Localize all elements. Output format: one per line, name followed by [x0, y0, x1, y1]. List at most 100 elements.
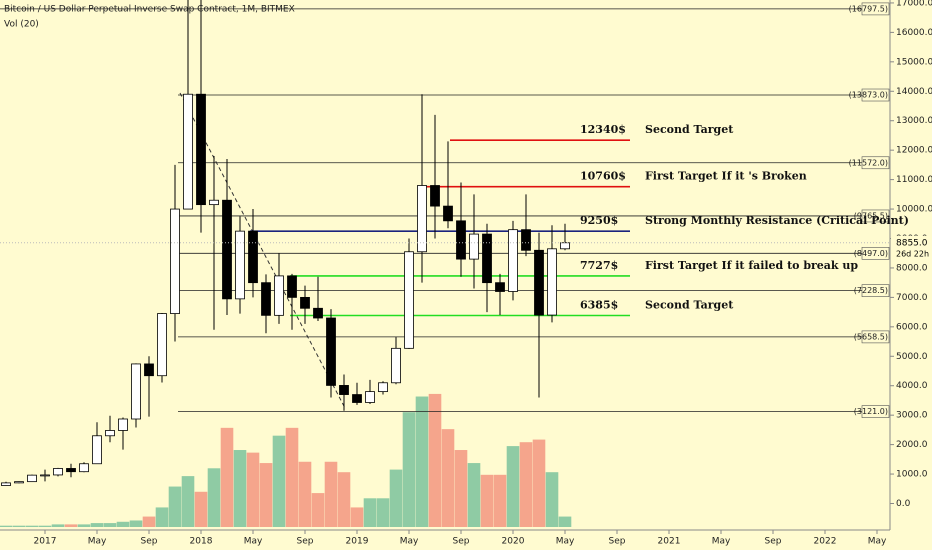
x-tick-label: 2017 [34, 537, 57, 547]
x-tick-label: Sep [141, 537, 158, 547]
chart-title: Bitcoin / US Dollar Perpetual Inverse Sw… [4, 5, 295, 15]
volume-bar [285, 427, 299, 527]
candle-body [144, 363, 154, 377]
volume-bar [545, 472, 559, 527]
target-text: Second Target [645, 298, 734, 311]
candle-body [313, 307, 323, 319]
y-tick-label: 13000.0 [896, 116, 932, 126]
y-tick-label: 12000.0 [896, 146, 932, 156]
target-price: 6385$ [580, 298, 618, 311]
y-tick-label: 8000.0 [896, 263, 928, 273]
level-label-box [861, 405, 890, 418]
y-tick-label: 17000.0 [896, 0, 932, 8]
volume-bar [506, 446, 520, 527]
candle-body [326, 317, 336, 386]
volume-bar [207, 468, 221, 527]
candle-body [508, 229, 518, 292]
level-label: (13873.0) [849, 91, 888, 100]
volume-bar [441, 429, 455, 527]
level-label: (8497.0) [854, 249, 888, 258]
volume-bar [51, 524, 65, 527]
target-price: 7727$ [580, 259, 618, 272]
target-text: Strong Monthly Resistance (Critical Poin… [645, 214, 909, 227]
x-tick-label: Sep [609, 537, 626, 547]
level-layer: (16797.5) (13873.0) (11572.0) (9765.5) (8497… [0, 2, 909, 418]
y-tick-label: 14000.0 [896, 87, 932, 97]
target-price: 12340$ [580, 123, 626, 136]
y-tick-label: 1000.0 [896, 470, 928, 480]
candle-body [222, 199, 232, 300]
countdown-label: 26d 22h [896, 249, 929, 258]
level-label-box [861, 247, 890, 260]
volume-bar [194, 491, 208, 527]
candle-body [235, 230, 245, 300]
volume-bar [324, 461, 338, 527]
candle-body [1, 482, 11, 486]
candle-body [79, 463, 89, 473]
candle-body [105, 430, 115, 437]
level-label: (11572.0) [849, 158, 888, 167]
candle-body [521, 229, 531, 251]
y-tick-label: 16000.0 [896, 28, 932, 38]
volume-bar [233, 450, 247, 527]
level-label-box [861, 284, 890, 297]
volume-bar [0, 525, 13, 527]
volume-bar [181, 476, 195, 527]
volume-bar [376, 498, 390, 527]
y-tick-label: 3000.0 [896, 411, 928, 421]
candle-layer [1, 0, 570, 486]
volume-bar [168, 486, 182, 527]
volume-bar [77, 524, 91, 527]
volume-bar [90, 523, 104, 527]
level-label-box [861, 156, 890, 170]
x-tick-label: May [556, 537, 575, 547]
candle-body [391, 347, 401, 384]
volume-bar [311, 493, 325, 527]
y-tick-label: 7000.0 [896, 293, 928, 303]
volume-bar [142, 516, 156, 527]
x-tick-label: Sep [765, 537, 782, 547]
y-tick-label: 15000.0 [896, 57, 932, 67]
candle-body [183, 93, 193, 210]
volume-bar [129, 520, 143, 527]
x-tick-label: May [400, 537, 419, 547]
x-tick-label: May [868, 537, 887, 547]
candle-body [66, 468, 76, 473]
volume-bar [103, 523, 117, 527]
volume-bar [246, 452, 260, 527]
y-tick-label: 10000.0 [896, 205, 932, 215]
x-tick-label: 2021 [658, 537, 681, 547]
x-tick-label: 2022 [814, 537, 837, 547]
volume-bar [493, 474, 507, 527]
volume-bar [415, 396, 429, 527]
volume-bar [64, 524, 78, 527]
target-text: First Target If it failed to break up [645, 259, 858, 272]
target-text: Second Target [645, 123, 734, 136]
volume-bar [155, 507, 169, 527]
candle-body [40, 474, 50, 477]
volume-bar [363, 498, 377, 527]
candle-body [339, 385, 349, 395]
candle-body [53, 468, 63, 476]
level-label-box [861, 88, 890, 102]
level-label: (5658.5) [854, 332, 888, 341]
volume-bar [38, 525, 52, 527]
y-tick-label: 11000.0 [896, 175, 932, 185]
volume-layer [0, 393, 572, 527]
volume-bar [298, 461, 312, 527]
candle-body [118, 418, 128, 431]
candle-body [547, 248, 557, 316]
candle-body [482, 233, 492, 284]
candle-body [14, 481, 24, 484]
candle-body [430, 185, 440, 207]
level-label: (3121.0) [854, 407, 888, 416]
candle-body [196, 93, 206, 206]
last-price-box [891, 235, 932, 260]
level-label-box [861, 209, 890, 223]
candle-body [248, 230, 258, 284]
candle-body [287, 275, 297, 298]
y-tick-label: 5000.0 [896, 352, 928, 362]
volume-bar [402, 412, 416, 527]
trend-line [179, 92, 346, 409]
